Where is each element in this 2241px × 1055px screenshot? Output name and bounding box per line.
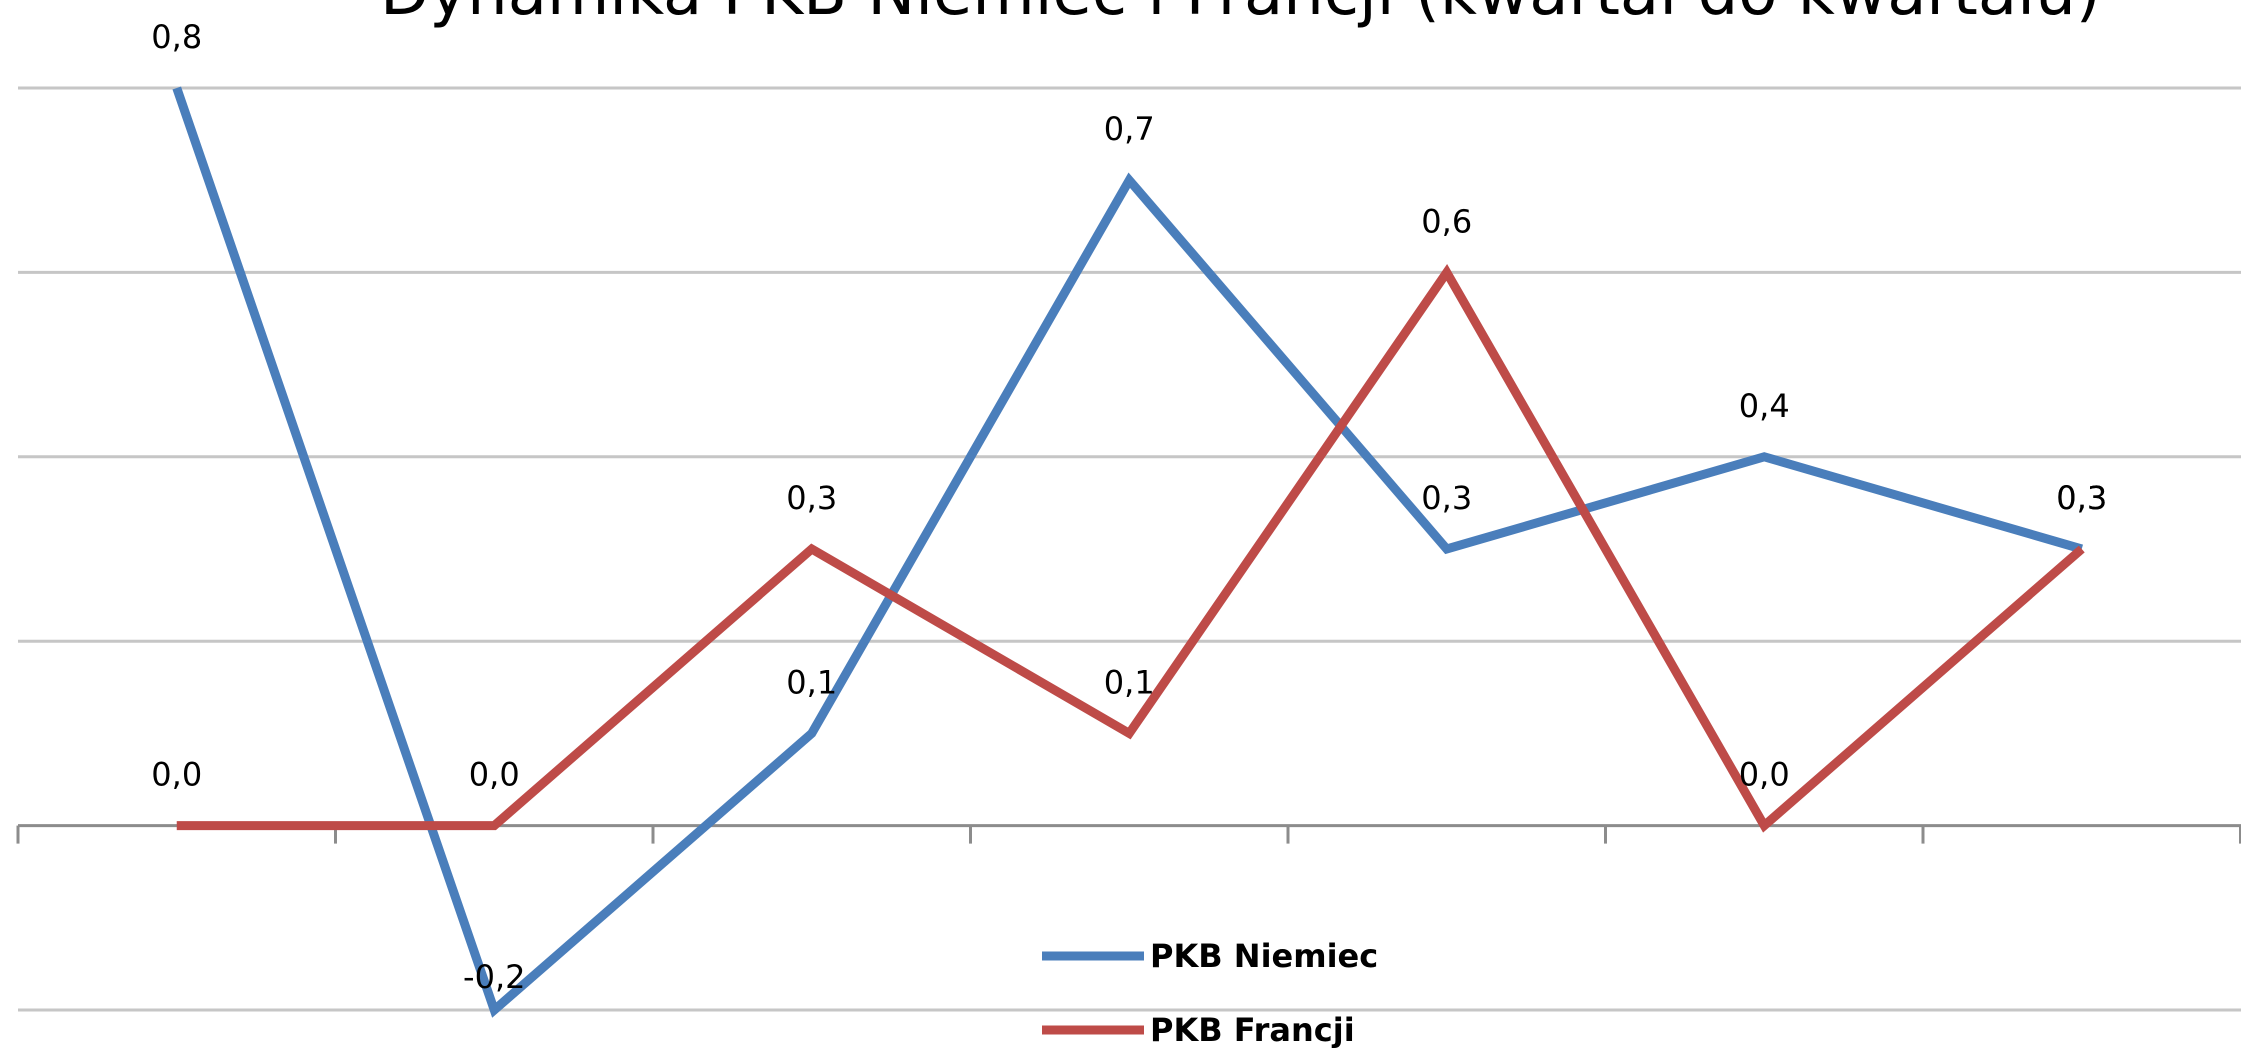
data-label: 0,4 [1739, 387, 1790, 425]
data-label: 0,3 [2056, 479, 2107, 517]
gridlines [18, 86, 2241, 1012]
data-label: 0,3 [786, 479, 837, 517]
series-line-2 [176, 263, 2085, 833]
data-label: 0,3 [2056, 479, 2107, 517]
legend-label-1: PKB Niemiec [1150, 937, 1378, 975]
series-line-1 [172, 86, 2084, 1018]
legend-label-2: PKB Francji [1150, 1011, 1355, 1049]
data-label: -0,2 [463, 958, 525, 996]
data-label: 0,0 [1739, 756, 1790, 794]
data-label: 0,0 [469, 756, 520, 794]
data-label: 0,1 [1104, 663, 1155, 701]
data-label: 0,7 [1104, 110, 1155, 148]
series-lines [172, 86, 2085, 1018]
data-label: 0,3 [1421, 479, 1472, 517]
data-label: 0,0 [151, 756, 202, 794]
data-label: 0,8 [151, 18, 202, 56]
data-label: 0,1 [786, 663, 837, 701]
data-label: 0,6 [1421, 202, 1472, 240]
legend: PKB Niemiec PKB Francji [1042, 937, 1378, 1049]
chart-title: Dynamika PKB Niemiec i Francji (kwartał … [380, 0, 2241, 30]
data-labels: 0,8 -0,2 0,1 0,7 0,3 0,4 0,3 0,0 0,0 0,3 0,1 0,6 0,0… [151, 18, 2107, 996]
